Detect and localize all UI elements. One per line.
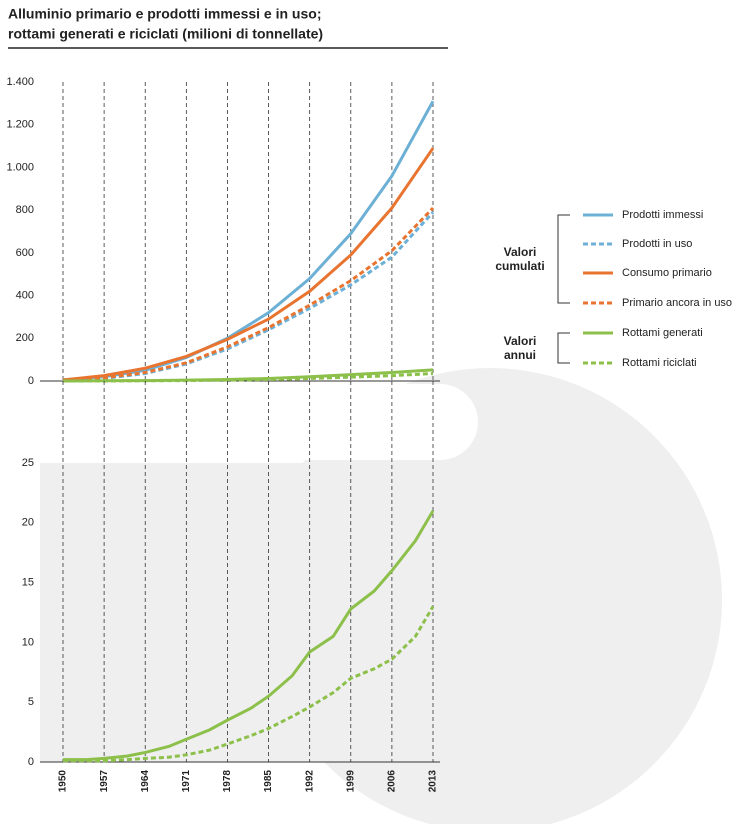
x-tick-label: 2013 [428,770,439,793]
legend-label: Rottami generati [622,327,703,339]
y-tick-label: 200 [16,332,34,344]
y-tick-label: 0 [28,375,34,387]
x-tick-label: 2006 [387,770,398,793]
title: rottami generati e riciclati (milioni di… [8,26,323,42]
y-tick-label: 25 [22,457,34,469]
y-tick-label: 15 [22,577,34,589]
x-tick-label: 1978 [222,770,233,793]
y-tick-label: 5 [28,696,34,708]
x-tick-label: 1992 [304,770,315,793]
background-cutout [0,384,478,460]
y-tick-label: 1.000 [6,161,34,173]
y-tick-label: 10 [22,636,34,648]
legend-group-label: Valori cumulati [495,245,545,273]
x-tick-label: 1950 [58,770,69,793]
legend-label: Primario ancora in uso [622,297,732,309]
y-tick-label: 800 [16,204,34,216]
legend-bracket [557,332,570,364]
y-tick-label: 0 [28,756,34,768]
y-tick-label: 1.400 [6,76,34,88]
y-tick-label: 400 [16,289,34,301]
x-tick-label: 1964 [140,770,151,793]
series-line [63,605,435,763]
series-line [62,100,435,382]
series-line [63,510,435,762]
title: Alluminio primario e prodotti immessi e … [8,6,321,22]
legend-label: Prodotti immessi [622,209,703,221]
legend-bracket [557,214,570,304]
legend-label: Consumo primario [622,267,712,279]
series-line [62,206,435,382]
background-panel [40,463,490,762]
legend-label: Prodotti in uso [622,238,692,250]
y-tick-label: 1.200 [6,119,34,131]
x-tick-label: 1957 [99,770,110,793]
series-line [62,147,435,382]
x-tick-label: 1999 [345,770,356,793]
series-line [62,211,435,382]
x-tick-label: 1985 [263,770,274,793]
legend-label: Rottami riciclati [622,357,697,369]
legend-group-label: Valori annui [503,334,537,362]
y-tick-label: 20 [22,517,34,529]
x-tick-label: 1971 [181,770,192,793]
series-line [62,372,434,383]
y-tick-label: 600 [16,247,34,259]
